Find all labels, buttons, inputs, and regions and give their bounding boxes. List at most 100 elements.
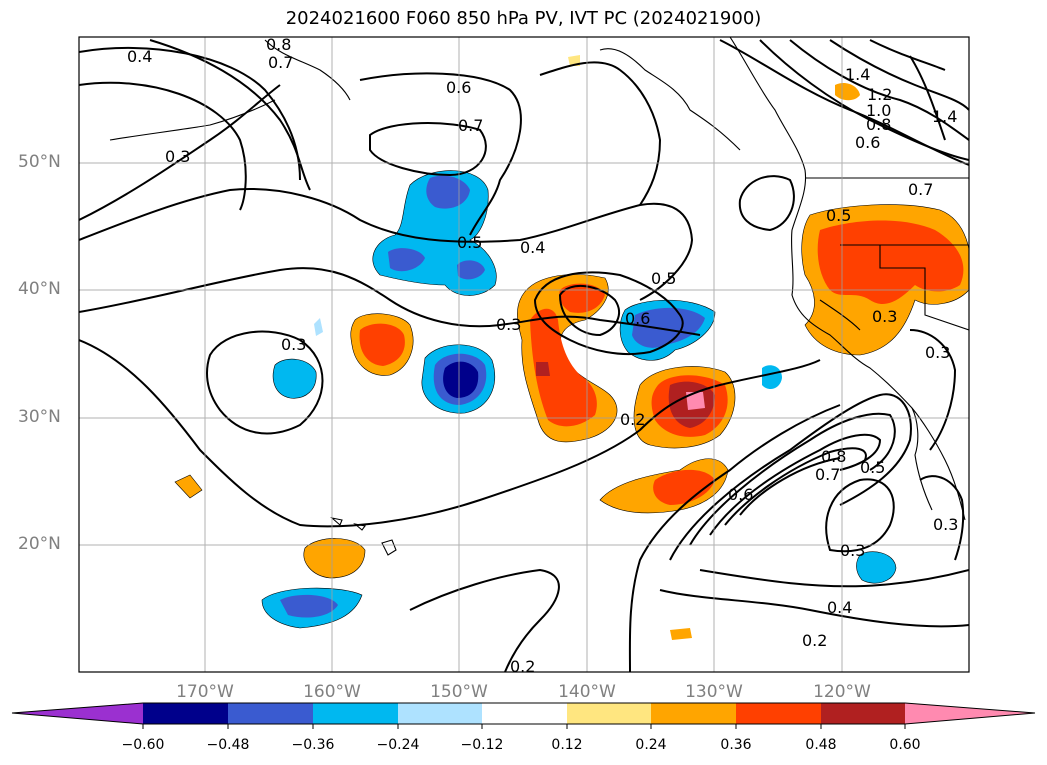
contour-line	[79, 267, 701, 336]
ivt-contours	[79, 39, 969, 672]
contour-label: 0.6	[446, 78, 471, 97]
contour-label: 1.2	[867, 85, 892, 104]
pv-shade	[653, 469, 715, 505]
contour-line	[149, 39, 311, 191]
contour-line	[628, 404, 841, 672]
pv-shade	[314, 318, 323, 336]
contour-label: 0.2	[510, 657, 535, 676]
pv-shade	[303, 538, 366, 579]
lon-label: 140°W	[558, 682, 616, 702]
contour-line	[759, 39, 969, 161]
contour-label: 0.4	[127, 47, 152, 66]
pv-shade	[632, 307, 705, 348]
contour-line	[709, 433, 882, 536]
lon-label: 150°W	[430, 682, 488, 702]
pv-shade	[530, 308, 597, 427]
contour-label: 0.6	[855, 133, 880, 152]
contour-line	[689, 412, 896, 546]
contour-line	[409, 568, 560, 672]
contour-label: 0.7	[908, 180, 933, 199]
contour-label: 0.3	[496, 315, 521, 334]
colorbar-tick-label: 0.48	[805, 737, 837, 753]
contour-label: 0.3	[281, 335, 306, 354]
colorbar-tick-label: 0.24	[635, 737, 667, 753]
contour-label: 0.7	[815, 465, 840, 484]
contour-line	[738, 175, 795, 232]
colorbar-segment	[651, 703, 736, 724]
colorbar-segment	[736, 703, 821, 724]
coastlines	[109, 37, 969, 556]
colorbar-segment	[905, 703, 1035, 724]
lat-label: 30°N	[18, 407, 61, 427]
contour-label: 0.6	[728, 485, 753, 504]
contour-label: 1.4	[932, 107, 957, 126]
contour-label: 0.8	[821, 447, 846, 466]
colorbar-tick-label: 0.60	[889, 737, 921, 753]
pv-shade	[817, 220, 964, 305]
colorbar-segment	[313, 703, 398, 724]
contour-line	[825, 478, 895, 553]
pv-shade	[686, 392, 705, 410]
colorbar-tick-label: 0.36	[720, 737, 752, 753]
contour-line	[79, 81, 247, 211]
pv-shade	[280, 594, 338, 618]
contour-label: 0.8	[266, 35, 291, 54]
colorbar-tick-label: −0.24	[376, 737, 420, 753]
map-title: 2024021600 F060 850 hPa PV, IVT PC (2024…	[285, 8, 762, 29]
plot-frame	[78, 36, 970, 673]
contour-label: 0.3	[165, 147, 190, 166]
pv-shade	[457, 260, 485, 280]
colorbar-segment	[228, 703, 313, 724]
contour-line	[359, 72, 522, 236]
lon-label: 120°W	[813, 682, 871, 702]
pv-shade	[272, 358, 317, 399]
contour-labels: 0.4 0.8 0.7 0.3 0.6 0.7 0.5 0.4 0.5 0.3 …	[127, 35, 958, 676]
pv-shade	[359, 323, 405, 366]
colorbar	[11, 702, 1036, 729]
contour-label: 0.3	[933, 515, 958, 534]
contour-label: 0.4	[520, 238, 545, 257]
contour-line	[369, 122, 487, 177]
contour-label: 0.2	[802, 631, 827, 650]
pv-shade	[835, 83, 860, 101]
contour-line	[533, 271, 684, 356]
lon-label: 170°W	[176, 682, 234, 702]
contour-label: 0.7	[458, 116, 483, 135]
contour-label: 0.5	[860, 458, 885, 477]
lon-label: 160°W	[303, 682, 361, 702]
pv-shade	[174, 474, 203, 499]
lon-label: 130°W	[685, 682, 743, 702]
colorbar-segment	[398, 703, 482, 724]
island	[330, 517, 343, 526]
colorbar-tick-label: 0.12	[551, 737, 583, 753]
pv-shade	[388, 248, 425, 272]
contour-line	[829, 39, 969, 111]
contour-label: 0.6	[625, 309, 650, 328]
colorbar-segment	[482, 703, 567, 724]
colorbar-segment	[143, 703, 228, 724]
coastline	[264, 39, 351, 101]
contour-line	[79, 84, 281, 221]
coastline	[729, 37, 966, 521]
contour-line	[558, 284, 620, 337]
pv-shade	[443, 361, 479, 398]
contour-label: 0.2	[620, 410, 645, 429]
contour-line	[539, 61, 662, 206]
colorbar-tick-label: −0.48	[206, 737, 250, 753]
contour-label: 0.7	[268, 53, 293, 72]
contour-label: 0.8	[866, 115, 891, 134]
contour-label: 0.5	[826, 206, 851, 225]
contour-label: 0.3	[840, 541, 865, 560]
contour-line	[659, 589, 969, 628]
contour-label: 0.5	[651, 269, 676, 288]
pv-shade	[559, 283, 605, 313]
contour-line	[79, 339, 821, 528]
contour-label: 0.3	[872, 307, 897, 326]
lat-label: 20°N	[18, 534, 61, 554]
lat-label: 50°N	[18, 152, 61, 172]
contour-label: 1.0	[866, 101, 891, 120]
contour-line	[739, 457, 841, 516]
colorbar-tick-label: −0.60	[121, 737, 165, 753]
graticule	[79, 37, 969, 672]
